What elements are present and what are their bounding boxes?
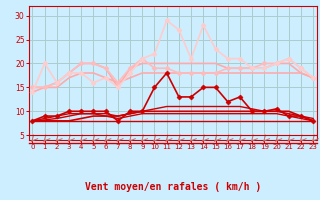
Text: Vent moyen/en rafales ( km/h ): Vent moyen/en rafales ( km/h ) (85, 182, 261, 192)
